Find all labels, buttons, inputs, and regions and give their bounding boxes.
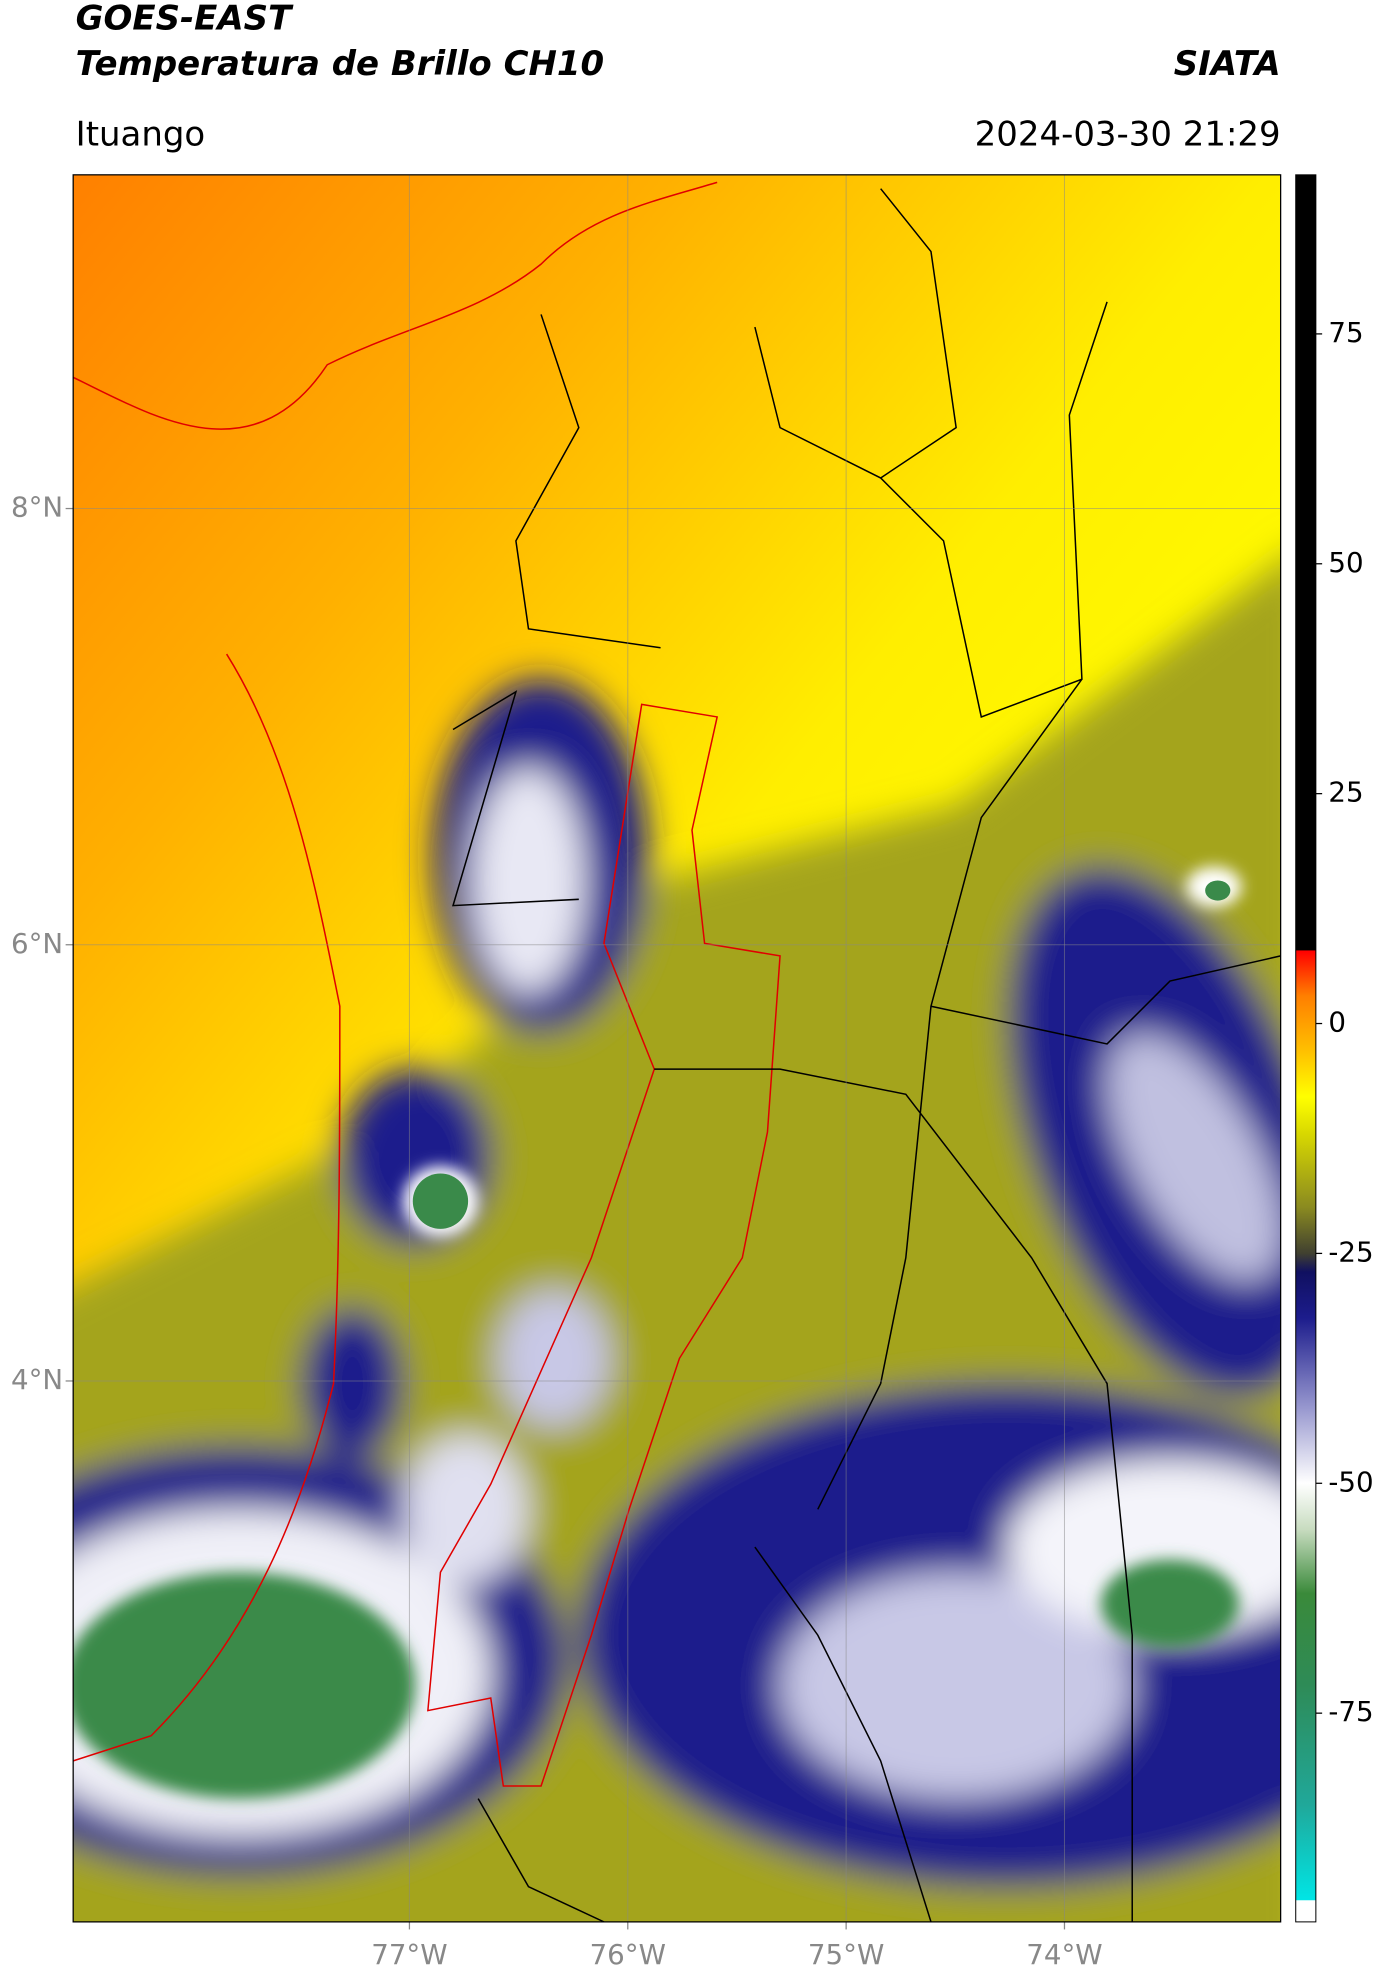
colorbar: 75 50 25 0 -25 -50 -75 <box>1295 174 1374 1923</box>
cloud <box>1205 880 1231 901</box>
colorbar-scale <box>1295 174 1317 1923</box>
boundaries <box>73 181 1281 1922</box>
subtitle: Temperatura de Brillo CH10 <box>76 44 604 84</box>
x-tick-label: 77°W <box>371 1938 447 1971</box>
timestamp: 2024-03-30 21:29 <box>975 114 1281 154</box>
admin-boundary <box>451 188 1281 1922</box>
x-tick-label: 74°W <box>1026 1938 1102 1971</box>
y-tick-label: 6°N <box>11 927 63 960</box>
cloud <box>412 1173 469 1229</box>
cloud <box>402 1433 529 1585</box>
colorbar-tick-label: 25 <box>1328 776 1363 809</box>
cloud <box>780 1572 1133 1799</box>
colorbar-tick-label: -50 <box>1328 1465 1373 1498</box>
source: SIATA <box>1174 44 1281 84</box>
cloud <box>471 767 586 994</box>
region-outline <box>427 703 781 1787</box>
colorbar-tick-label: -75 <box>1328 1695 1373 1728</box>
map-frame <box>72 174 1282 1923</box>
x-tick-label: 75°W <box>808 1938 884 1971</box>
colorbar-tick-label: 50 <box>1328 546 1363 579</box>
cloud <box>1100 1559 1240 1648</box>
colorbar-tick-label: 75 <box>1328 316 1363 349</box>
title: GOES-EAST <box>76 0 294 39</box>
colorbar-tick-label: 0 <box>1328 1006 1346 1039</box>
colorbar-tick-label: -25 <box>1328 1235 1373 1268</box>
x-tick-label: 76°W <box>590 1938 666 1971</box>
graticule: 77°W 76°W 75°W 74°W 8°N 6°N 4°N <box>11 174 1281 1971</box>
satellite-image <box>73 174 1281 1922</box>
y-tick-label: 8°N <box>11 491 63 524</box>
cloud <box>1107 1033 1281 1282</box>
y-tick-label: 4°N <box>11 1363 63 1396</box>
cloud <box>497 1289 611 1428</box>
location: Ituango <box>76 114 206 154</box>
coastline <box>73 181 718 1762</box>
cloud <box>302 1308 403 1460</box>
cloud <box>73 1572 416 1799</box>
